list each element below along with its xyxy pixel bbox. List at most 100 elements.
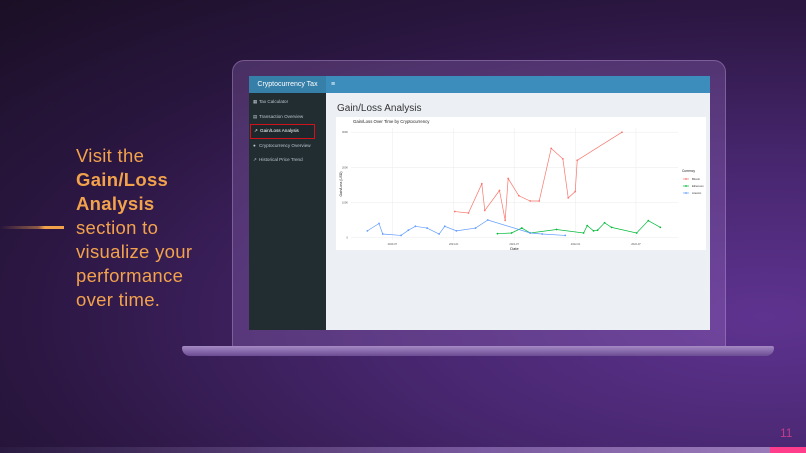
slide-text-line: visualize your: [76, 241, 193, 262]
data-point-litecoin: [366, 229, 369, 232]
x-tick-label: 2020-07: [388, 242, 398, 246]
data-point-ethereum: [520, 227, 523, 229]
chart-card: Gain/Loss Over Time by Cryptocurrency 0 1…: [336, 117, 706, 250]
y-axis-label: Gain/Loss (USD): [339, 172, 343, 197]
calculator-icon: ▦: [253, 99, 258, 104]
data-point-ethereum: [635, 232, 638, 234]
data-point-litecoin: [474, 227, 477, 229]
legend-key-point: [685, 185, 687, 187]
data-point-ethereum: [586, 224, 589, 227]
chart-title: Gain/Loss Over Time by Cryptocurrency: [353, 119, 430, 124]
data-point-bitcoin: [467, 212, 470, 214]
sidebar-item-label: Gain/Loss Analysis: [260, 128, 299, 133]
slide-text: Visit the Gain/Loss Analysis section to visu…: [76, 144, 226, 312]
bottom-stripe: [0, 447, 806, 453]
data-point-litecoin: [381, 233, 384, 235]
data-point-litecoin: [400, 234, 402, 237]
data-point-ethereum: [582, 232, 585, 234]
x-tick-label: 2021-01: [449, 242, 459, 246]
sidebar-item-tax-calculator[interactable]: ▦ Tax Calculator: [249, 95, 326, 110]
data-point-ethereum: [659, 226, 662, 229]
legend-label: Bitcoin: [692, 177, 701, 181]
sidebar-item-label: Historical Price Trend: [259, 157, 303, 162]
accent-stripe: [770, 447, 806, 453]
data-point-litecoin: [529, 232, 532, 234]
sidebar-item-label: Transaction Overview: [259, 113, 304, 119]
accent-line: [0, 226, 64, 229]
data-point-bitcoin: [561, 157, 564, 160]
legend-key-point: [685, 192, 687, 194]
data-point-litecoin: [378, 222, 380, 225]
y-tick-label: 200K: [342, 165, 348, 169]
sidebar-item-label: Cryptocurrency Overview: [259, 142, 311, 148]
data-point-ethereum: [596, 229, 599, 232]
legend-key-point: [685, 178, 687, 180]
page-title: Gain/Loss Analysis: [337, 103, 422, 114]
data-point-bitcoin: [507, 177, 510, 180]
page-number: 11: [780, 426, 793, 440]
series-line-ethereum: [497, 220, 661, 235]
x-axis-label: Date: [510, 246, 519, 250]
sidebar-item-historical-price-trend[interactable]: ↗ Historical Price Trend: [249, 153, 326, 168]
app-header: Cryptocurrency Tax ≡: [249, 76, 710, 93]
y-tick-label: 0: [347, 236, 349, 240]
line-chart-icon: ↗: [253, 157, 257, 162]
data-point-ethereum: [610, 226, 613, 229]
sidebar: ▦ Tax Calculator ▤ Transaction Overview ↗ Gai…: [249, 93, 326, 330]
sidebar-item-cryptocurrency-overview[interactable]: ● Cryptocurrency Overview: [249, 139, 326, 154]
laptop-screen: Cryptocurrency Tax ≡ ▦ Tax Calculator ▤ Tra…: [249, 76, 710, 330]
gain-loss-chart: 0 100K 200K 300K 2020-07 2021-01 2021-07 2022-0…: [339, 128, 704, 250]
data-point-litecoin: [486, 219, 489, 221]
data-point-litecoin: [438, 233, 440, 235]
y-tick-label: 100K: [342, 200, 348, 204]
data-point-bitcoin: [517, 194, 520, 197]
line-chart-icon: ↗: [254, 128, 258, 133]
data-point-ethereum: [496, 232, 499, 235]
sidebar-item-gain-loss-analysis[interactable]: ↗ Gain/Loss Analysis: [250, 124, 315, 139]
legend-title: Currency: [682, 169, 695, 173]
data-point-bitcoin: [498, 189, 501, 192]
data-point-litecoin: [426, 227, 428, 229]
data-point-ethereum: [510, 232, 513, 234]
legend-label: Ethereum: [692, 184, 704, 188]
data-point-bitcoin: [567, 196, 570, 199]
data-point-litecoin: [541, 233, 544, 235]
table-icon: ▤: [253, 113, 258, 119]
x-tick-label: 2022-01: [571, 242, 581, 246]
slide-text-line: Visit the: [76, 145, 145, 166]
data-point-bitcoin: [621, 131, 623, 134]
data-point-bitcoin: [483, 209, 486, 212]
slide-text-line: performance: [76, 265, 184, 286]
data-point-litecoin: [414, 225, 417, 228]
data-point-ethereum: [592, 229, 595, 232]
slide-text-line: Gain/Loss: [76, 169, 169, 190]
data-point-bitcoin: [538, 200, 541, 202]
laptop-base: [182, 346, 774, 356]
data-point-ethereum: [603, 221, 606, 224]
series-line-bitcoin: [454, 131, 623, 221]
data-point-bitcoin: [529, 200, 532, 202]
data-point-bitcoin: [453, 210, 456, 213]
sidebar-item-transaction-overview[interactable]: ▤ Transaction Overview: [249, 110, 326, 125]
data-point-bitcoin: [576, 159, 579, 162]
menu-toggle-icon[interactable]: ≡: [331, 81, 336, 88]
data-point-bitcoin: [574, 190, 577, 193]
data-point-ethereum: [647, 219, 650, 222]
data-point-litecoin: [443, 225, 446, 228]
sidebar-item-label: Tax Calculator: [259, 99, 289, 104]
data-point-litecoin: [407, 229, 410, 232]
slide-text-line: Analysis: [76, 193, 155, 214]
x-tick-label: 2022-07: [631, 242, 641, 246]
legend-label: Litecoin: [692, 191, 702, 195]
data-point-bitcoin: [480, 182, 483, 185]
globe-icon: ●: [253, 142, 256, 148]
slide-text-line: over time.: [76, 289, 161, 310]
main-content: Gain/Loss Analysis Gain/Loss Over Time b…: [326, 93, 710, 330]
x-tick-label: 2021-07: [509, 242, 519, 246]
data-point-bitcoin: [504, 219, 507, 222]
data-point-ethereum: [555, 228, 558, 231]
data-point-litecoin: [455, 229, 458, 232]
app-brand: Cryptocurrency Tax: [249, 76, 326, 93]
y-tick-label: 300K: [342, 130, 348, 134]
data-point-litecoin: [564, 234, 567, 237]
